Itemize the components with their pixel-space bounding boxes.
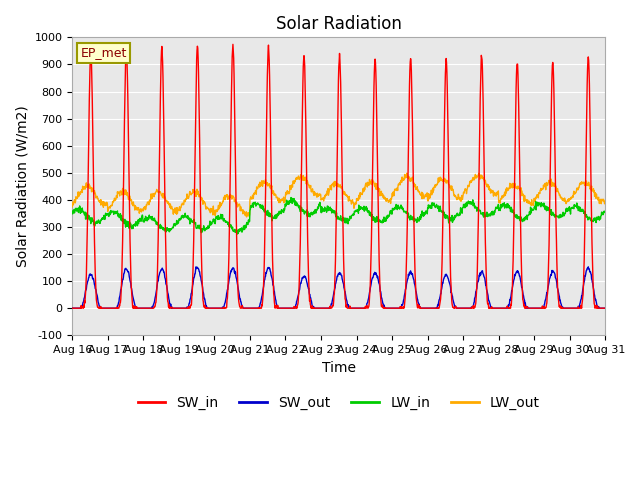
Legend: SW_in, SW_out, LW_in, LW_out: SW_in, SW_out, LW_in, LW_out [132, 390, 545, 415]
Y-axis label: Solar Radiation (W/m2): Solar Radiation (W/m2) [15, 106, 29, 267]
Text: EP_met: EP_met [80, 46, 127, 59]
X-axis label: Time: Time [322, 360, 356, 374]
Title: Solar Radiation: Solar Radiation [276, 15, 402, 33]
